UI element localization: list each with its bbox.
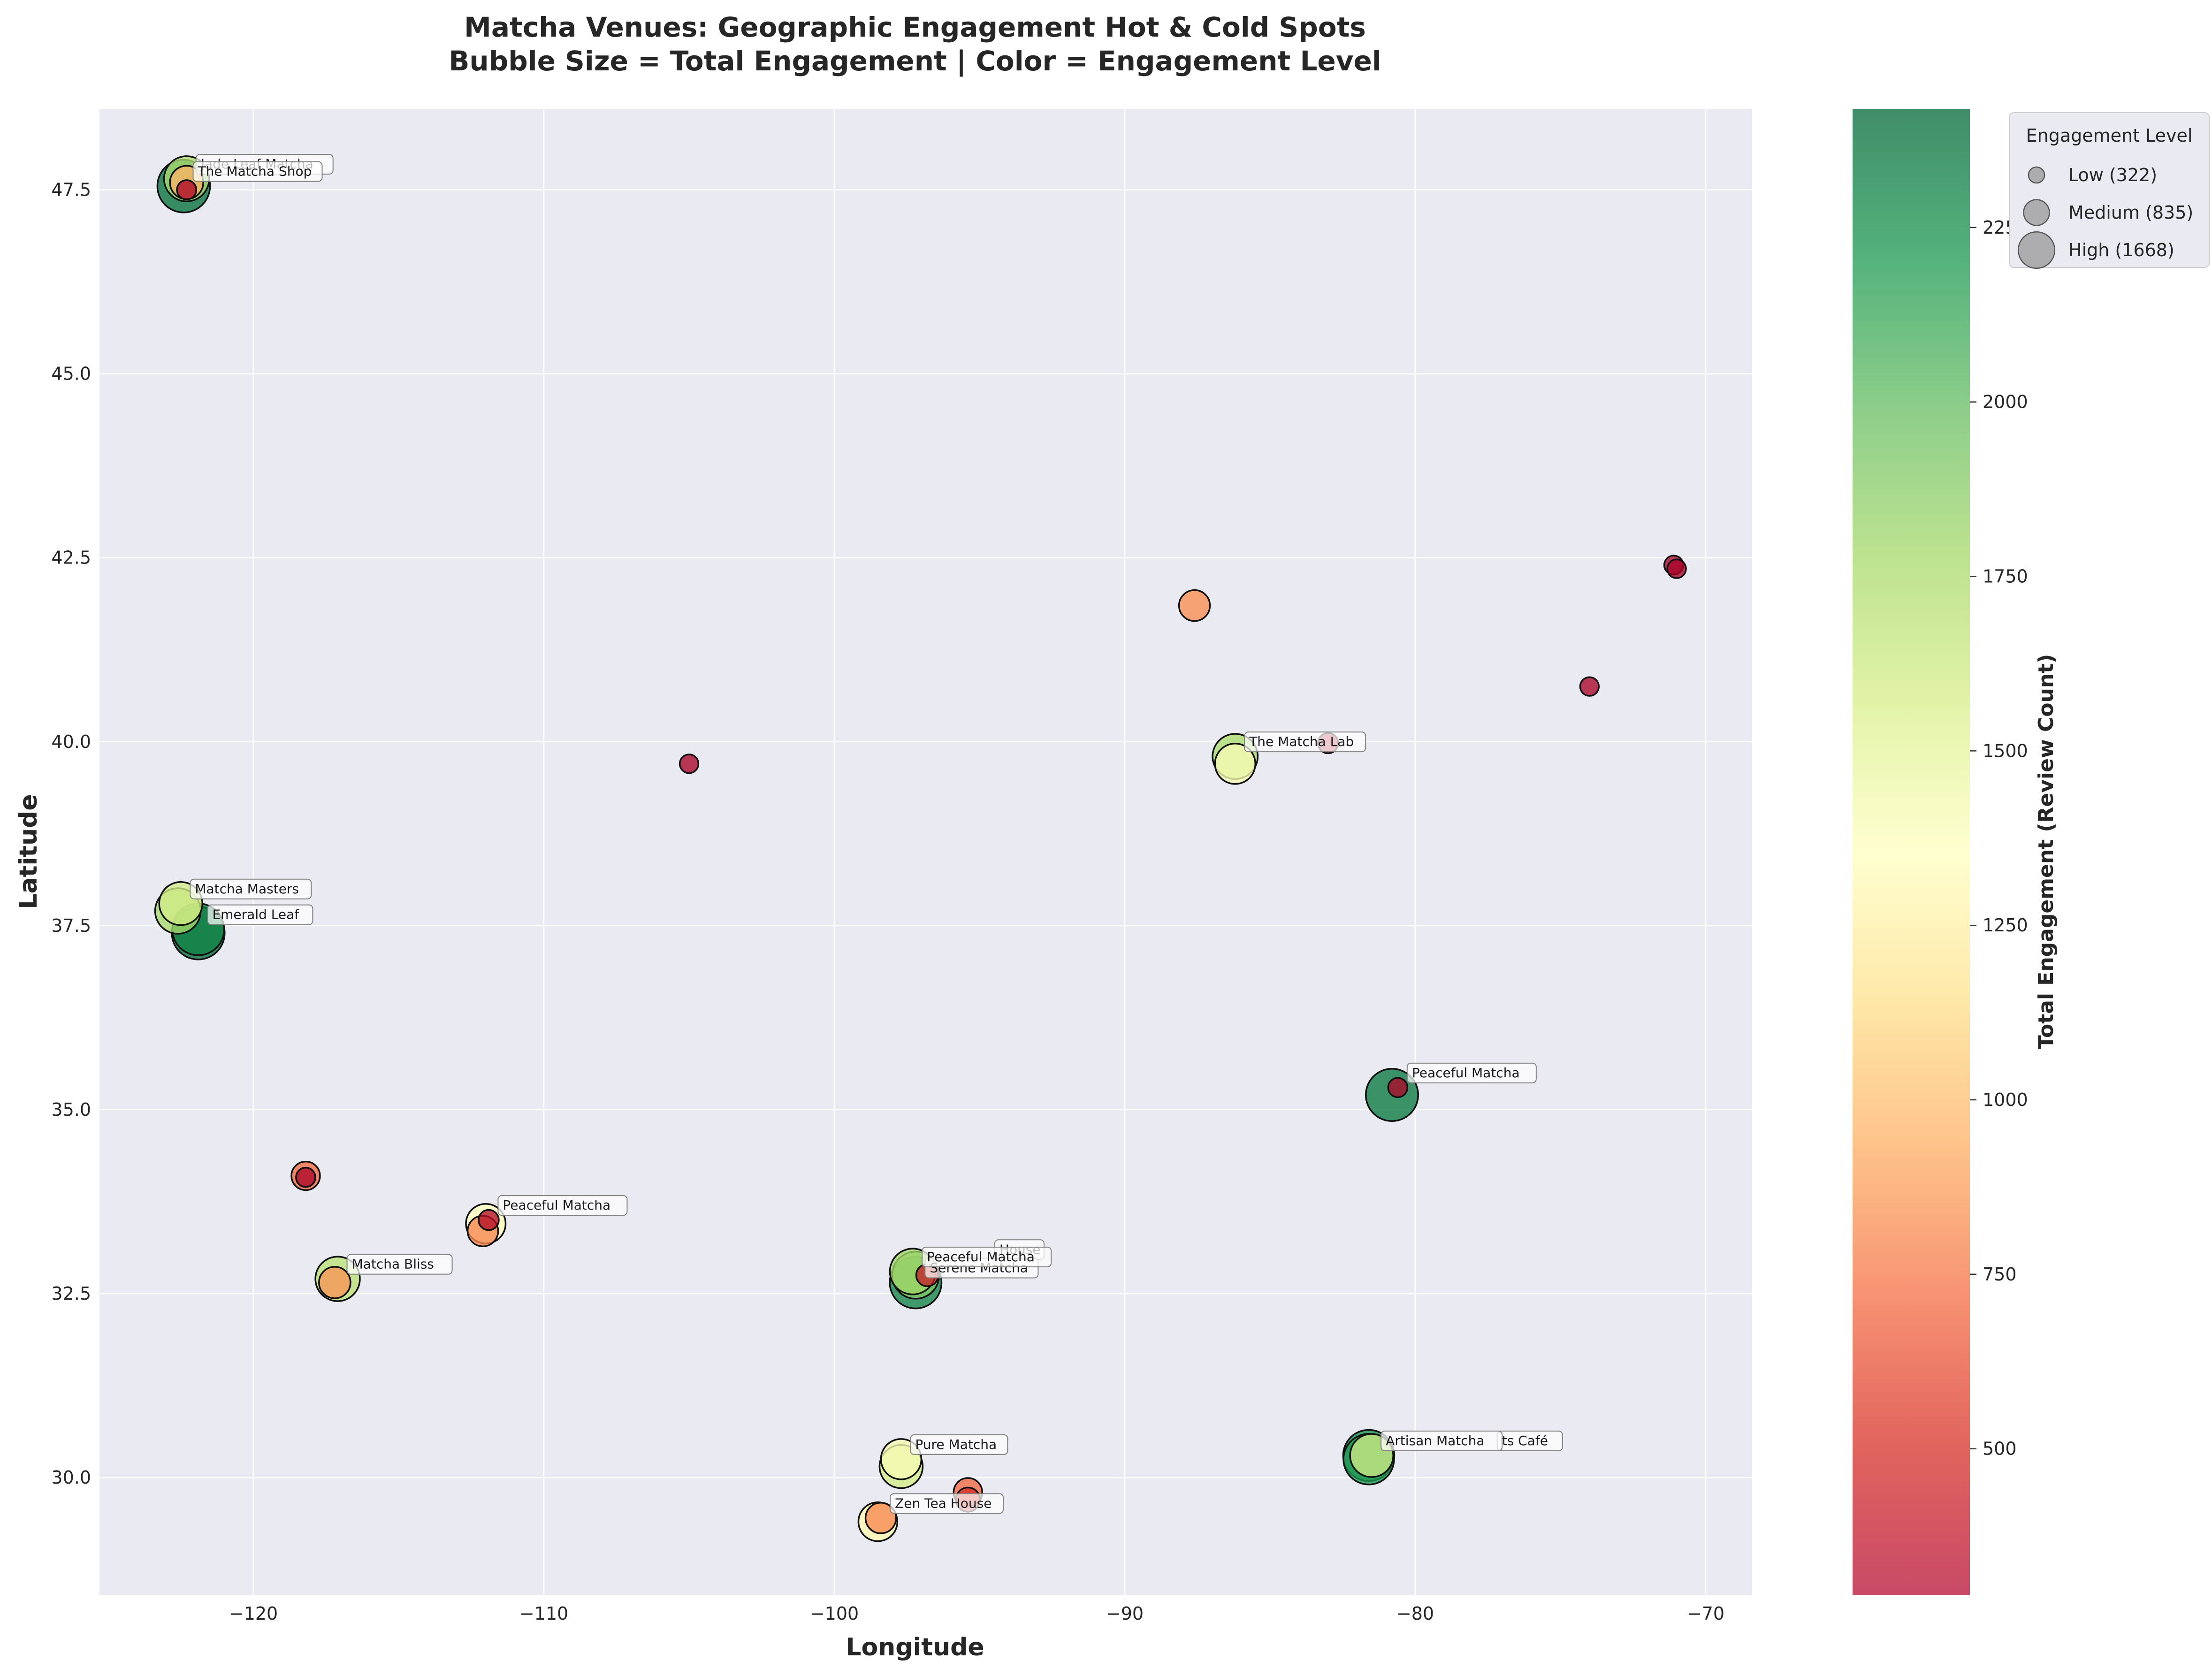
plot-area — [99, 109, 1752, 1595]
legend-marker — [2017, 231, 2056, 269]
annotation-text: The Matcha Shop — [198, 164, 312, 179]
legend-item-label: Low (322) — [2068, 165, 2157, 185]
x-tick-label: −100 — [810, 1603, 859, 1624]
colorbar-tick-label: 1000 — [1983, 1089, 2028, 1110]
venue-bubble — [1214, 743, 1256, 785]
venue-bubble — [1178, 589, 1211, 622]
colorbar-label: Total Engagement (Review Count) — [2034, 654, 2058, 1050]
legend-marker — [2028, 166, 2045, 184]
annotation-text: ts Café — [1502, 1433, 1548, 1448]
venue-bubble — [1387, 1077, 1409, 1098]
legend-title: Engagement Level — [2026, 125, 2193, 146]
venue-bubble — [478, 1209, 500, 1231]
x-tick-label: −110 — [519, 1603, 568, 1624]
y-tick-label: 42.5 — [51, 548, 91, 568]
legend: Engagement Level Low (322) Medium (835) Hi… — [2009, 112, 2210, 269]
legend-marker — [2023, 199, 2050, 226]
y-axis-label: Latitude — [15, 794, 43, 909]
annotation-text: Zen Tea House — [895, 1495, 992, 1511]
venue-bubble — [1579, 676, 1600, 697]
annotation-text: Matcha Bliss — [352, 1257, 434, 1272]
x-tick-label: −120 — [229, 1603, 278, 1624]
annotation-text: Emerald Leaf — [212, 907, 299, 922]
y-tick-label: 37.5 — [51, 915, 91, 936]
annotation-text: Peaceful Matcha — [927, 1249, 1035, 1265]
venue-annotation: The Matcha Shop — [192, 161, 323, 182]
venue-annotation: Matcha Masters — [190, 878, 312, 899]
venue-annotation: Zen Tea House — [890, 1493, 1004, 1514]
y-axis: 30.0 32.5 35.0 37.5 40.0 42.5 45.0 47.5 — [51, 180, 91, 1488]
venue-annotation: Peaceful Matcha — [1406, 1062, 1537, 1083]
venue-annotation: ts Café — [1496, 1431, 1563, 1452]
venue-annotation: Peaceful Matcha — [497, 1195, 628, 1216]
venue-annotation: The Matcha Lab — [1244, 731, 1366, 753]
legend-item-label: Medium (835) — [2068, 202, 2193, 223]
annotation-text: Pure Matcha — [915, 1437, 997, 1452]
y-tick-label: 47.5 — [51, 180, 91, 200]
x-axis: −120 −110 −100 −90 −80 −70 — [229, 1603, 1724, 1624]
venue-bubble — [295, 1166, 316, 1188]
colorbar — [1853, 109, 1970, 1595]
colorbar-tick-label: 750 — [1983, 1264, 2017, 1285]
colorbar-tick-label: 1750 — [1983, 566, 2028, 587]
annotation-text: Matcha Masters — [195, 881, 299, 897]
grid — [99, 109, 1752, 1595]
legend-box — [2009, 112, 2210, 268]
venue-bubble — [679, 754, 700, 774]
venue-bubble — [176, 179, 198, 200]
annotation-text: Peaceful Matcha — [1412, 1065, 1520, 1081]
venue-annotation: Artisan Matcha — [1381, 1431, 1503, 1452]
colorbar-tick-label: 500 — [1983, 1439, 2017, 1459]
x-tick-label: −80 — [1396, 1603, 1434, 1624]
x-axis-label: Longitude — [846, 1633, 984, 1661]
y-tick-label: 32.5 — [51, 1283, 91, 1304]
venue-annotation: Emerald Leaf — [207, 904, 313, 925]
annotation-text: Artisan Matcha — [1386, 1433, 1484, 1448]
venue-annotation: Pure Matcha — [910, 1434, 1008, 1455]
venue-bubble — [864, 1502, 897, 1534]
venue-annotation: Matcha Bliss — [346, 1254, 453, 1275]
chart-subtitle: Bubble Size = Total Engagement | Color =… — [449, 45, 1381, 77]
venue-bubble — [318, 1266, 351, 1299]
colorbar-tick-label: 2000 — [1983, 392, 2028, 412]
y-tick-label: 40.0 — [51, 731, 91, 752]
annotation-text: Peaceful Matcha — [503, 1197, 610, 1213]
y-tick-label: 45.0 — [51, 364, 91, 384]
venue-bubble — [1666, 558, 1687, 579]
y-tick-label: 35.0 — [51, 1099, 91, 1120]
colorbar-tick-label: 1250 — [1983, 915, 2028, 936]
annotation-text: The Matcha Lab — [1249, 734, 1354, 749]
x-tick-label: −70 — [1687, 1603, 1724, 1624]
x-tick-label: −90 — [1106, 1603, 1144, 1624]
colorbar-tick-label: 1500 — [1983, 740, 2028, 761]
venue-annotation: Peaceful Matcha — [922, 1246, 1052, 1267]
y-tick-label: 30.0 — [51, 1467, 91, 1488]
chart-title: Matcha Venues: Geographic Engagement Hot… — [464, 11, 1366, 43]
legend-item-label: High (1668) — [2068, 240, 2174, 260]
